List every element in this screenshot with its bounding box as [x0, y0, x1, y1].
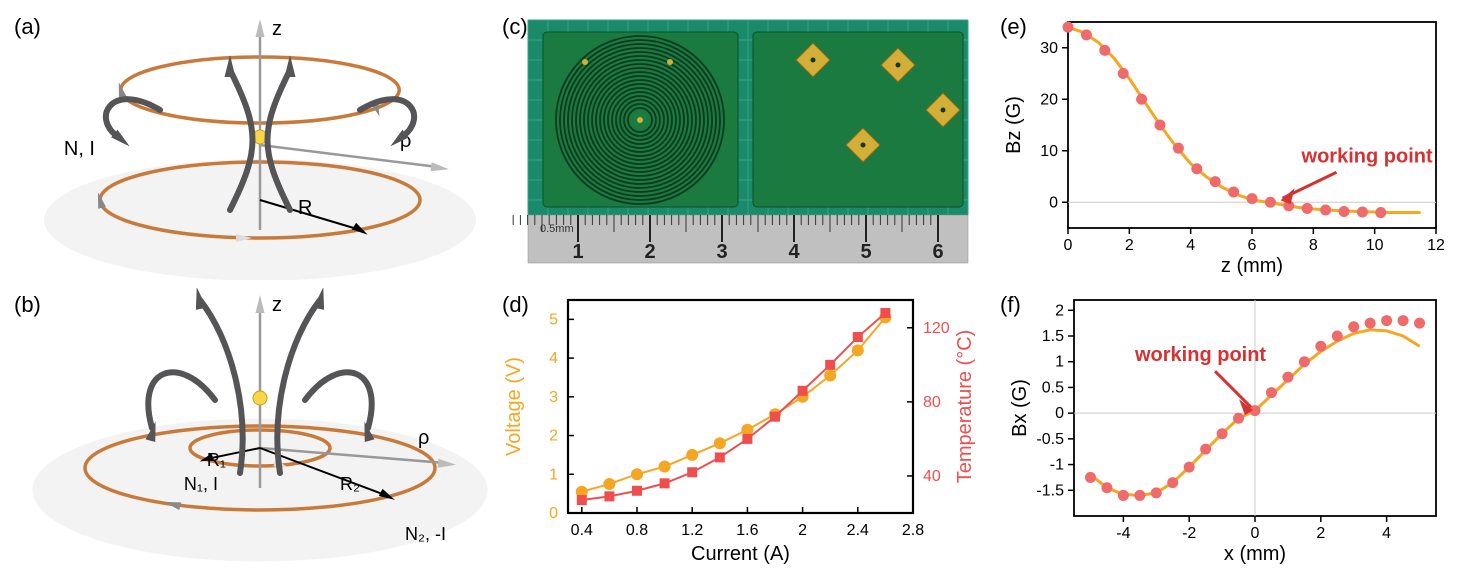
svg-text:1: 1: [1055, 354, 1064, 371]
svg-text:120: 120: [923, 320, 950, 337]
svg-text:6: 6: [932, 241, 943, 263]
svg-text:0.8: 0.8: [626, 522, 648, 539]
svg-text:R: R: [298, 197, 312, 219]
svg-text:1.5: 1.5: [1042, 328, 1064, 345]
svg-text:5: 5: [549, 311, 558, 328]
svg-text:0: 0: [549, 505, 558, 522]
svg-text:4: 4: [549, 350, 558, 367]
svg-text:2: 2: [1055, 302, 1064, 319]
svg-text:-2: -2: [1182, 525, 1196, 542]
chart-bx: -4 -2 0 2 4 -1.5 -1 -0.5 0 0.5 1 1.5 2 x (mm) Bx (G) wo…: [996, 288, 1456, 568]
svg-text:-4: -4: [1116, 525, 1130, 542]
chart-bz: 0 2 4 6 8 10 12 0 10 20 30 z (mm) Bz (G) working poin…: [996, 10, 1456, 280]
svg-text:N, I: N, I: [64, 138, 95, 160]
panel-a: (a) zρRN, I: [10, 10, 490, 280]
svg-text:2: 2: [644, 241, 655, 263]
panel-e: (e) 0 2 4 6 8 10 12 0 10 20 30 z (mm) Bz (G) working …: [996, 10, 1456, 280]
svg-text:x (mm): x (mm): [1224, 543, 1286, 565]
panel-label-b: (b): [14, 292, 41, 318]
svg-text:0: 0: [1251, 525, 1260, 542]
svg-text:R₂: R₂: [340, 474, 360, 494]
svg-text:1.6: 1.6: [736, 522, 758, 539]
svg-text:Temperature (°C): Temperature (°C): [954, 330, 976, 484]
svg-text:4: 4: [1186, 237, 1195, 254]
svg-text:0.5: 0.5: [1042, 379, 1064, 396]
panel-b: (b) z ρ R₁ R₂ N₁, I N₂, -I: [10, 288, 490, 568]
svg-text:2: 2: [549, 428, 558, 445]
svg-text:4: 4: [1382, 525, 1391, 542]
svg-text:2: 2: [1125, 237, 1134, 254]
svg-text:-1.5: -1.5: [1036, 482, 1064, 499]
photo-pcb: 0.5mm123456: [498, 10, 988, 280]
svg-text:Bz (G): Bz (G): [1003, 96, 1025, 154]
svg-text:2: 2: [1316, 525, 1325, 542]
svg-text:3: 3: [716, 241, 727, 263]
svg-text:30: 30: [1040, 40, 1058, 57]
svg-text:3: 3: [549, 389, 558, 406]
svg-text:12: 12: [1427, 237, 1445, 254]
panel-label-c: (c): [502, 14, 528, 40]
panel-label-d: (d): [502, 292, 529, 318]
svg-text:2.4: 2.4: [847, 522, 869, 539]
svg-text:4: 4: [788, 241, 800, 263]
svg-text:-1: -1: [1050, 457, 1064, 474]
diagram-helmholtz: zρRN, I: [10, 10, 490, 280]
svg-text:ρ: ρ: [418, 427, 429, 449]
svg-text:0: 0: [1055, 405, 1064, 422]
svg-text:0.4: 0.4: [571, 522, 593, 539]
svg-text:10: 10: [1040, 143, 1058, 160]
svg-text:40: 40: [923, 468, 941, 485]
svg-text:N₂, -I: N₂, -I: [405, 524, 446, 544]
svg-text:0: 0: [1064, 237, 1073, 254]
svg-text:working point: working point: [1301, 145, 1433, 167]
panel-label-a: (a): [14, 14, 41, 40]
panel-d: (d) 0.4 0.8 1.2 1.6 2 2.4 2.8 0 1 2 3 4 5 Current (A)…: [498, 288, 988, 568]
diagram-anti-helmholtz: z ρ R₁ R₂ N₁, I N₂, -I: [10, 288, 490, 568]
svg-text:z (mm): z (mm): [1221, 255, 1283, 277]
svg-text:1: 1: [572, 241, 583, 263]
svg-text:5: 5: [860, 241, 871, 263]
svg-text:20: 20: [1040, 91, 1058, 108]
svg-text:6: 6: [1248, 237, 1257, 254]
svg-text:1.2: 1.2: [681, 522, 703, 539]
svg-text:2: 2: [798, 522, 807, 539]
svg-text:8: 8: [1309, 237, 1318, 254]
svg-text:-0.5: -0.5: [1036, 431, 1064, 448]
svg-text:z: z: [272, 18, 282, 40]
svg-text:z: z: [272, 294, 282, 316]
panel-label-f: (f): [1000, 292, 1021, 318]
svg-text:Current (A): Current (A): [691, 543, 790, 565]
svg-text:Voltage (V): Voltage (V): [503, 357, 525, 456]
panel-label-e: (e): [1000, 14, 1027, 40]
svg-text:10: 10: [1366, 237, 1384, 254]
panel-c: (c) 0.5mm123456: [498, 10, 988, 280]
svg-text:0: 0: [1049, 194, 1058, 211]
svg-text:R₁: R₁: [207, 450, 226, 470]
panel-f: (f) -4 -2 0 2 4 -1.5 -1 -0.5 0 0.5 1 1.5 2 x (mm) Bx (…: [996, 288, 1456, 568]
svg-text:80: 80: [923, 394, 941, 411]
svg-text:N₁, I: N₁, I: [184, 474, 218, 494]
svg-text:working point: working point: [1134, 344, 1266, 366]
svg-text:2.8: 2.8: [902, 522, 924, 539]
chart-iv-temp: 0.4 0.8 1.2 1.6 2 2.4 2.8 0 1 2 3 4 5 Current (A) Volt…: [498, 288, 988, 568]
svg-text:1: 1: [549, 466, 558, 483]
svg-text:Bx (G): Bx (G): [1009, 379, 1031, 437]
